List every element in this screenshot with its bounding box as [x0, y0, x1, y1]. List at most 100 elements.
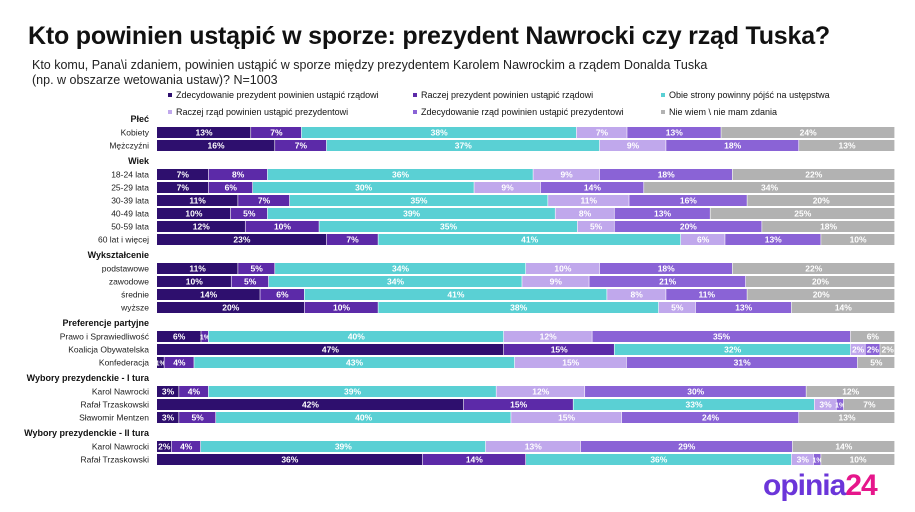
data-label-4: 9% — [560, 170, 573, 180]
bar-segment-4 — [522, 276, 589, 287]
bar-segment-2 — [230, 208, 268, 219]
bar-row-2-3: wyższe 20% 10% 38% 5% 13% 14% — [120, 302, 895, 313]
data-label-2: 6% — [276, 290, 289, 300]
data-label-5: 18% — [658, 264, 675, 274]
bar-segment-2 — [463, 399, 573, 410]
data-label-4: 12% — [532, 387, 549, 397]
data-label-5: 24% — [702, 413, 719, 423]
bar-segment-6 — [799, 412, 895, 423]
data-label-3: 41% — [521, 235, 538, 245]
bar-row-0-0: Kobiety 13% 7% 38% 7% 13% 24% — [121, 127, 895, 138]
row-label: 40-49 lata — [111, 209, 149, 219]
data-label-6: 34% — [761, 183, 778, 193]
data-label-6: 7% — [863, 400, 876, 410]
bar-segment-2 — [326, 234, 378, 245]
bar-segment-3 — [319, 221, 578, 232]
legend-item-6: Nie wiem \ nie mam zdania — [661, 107, 777, 117]
data-label-2: 4% — [173, 358, 186, 368]
row-label: Prawo i Sprawiedliwość — [60, 332, 150, 342]
data-label-4: 13% — [525, 442, 542, 452]
data-label-3: 39% — [344, 387, 361, 397]
bar-row-5-0: Karol Nawrocki 2% 4% 39% 13% 29% 14% — [92, 441, 895, 452]
data-label-3: 40% — [348, 332, 365, 342]
data-label-2: 4% — [188, 387, 201, 397]
data-label-2: 14% — [466, 455, 483, 465]
row-label: Rafał Trzaskowski — [81, 455, 150, 465]
row-label: 18-24 lata — [111, 170, 149, 180]
bar-segment-2 — [179, 412, 216, 423]
data-label-6: 10% — [850, 455, 867, 465]
data-label-5: 20% — [680, 222, 697, 232]
data-label-5: 13% — [765, 235, 782, 245]
bar-segment-3 — [326, 140, 600, 151]
bar-segment-1 — [157, 182, 209, 193]
bar-segment-2 — [171, 441, 201, 452]
bar-segment-4 — [514, 357, 627, 368]
data-label-6: 6% — [867, 332, 880, 342]
bar-segment-4 — [555, 208, 614, 219]
bar-segment-4 — [496, 386, 585, 397]
data-label-3: 39% — [403, 209, 420, 219]
data-label-6: 18% — [820, 222, 837, 232]
row-label: Koalicja Obywatelska — [68, 345, 149, 355]
bar-segment-1 — [157, 412, 179, 423]
bar-segment-6 — [721, 127, 895, 138]
legend-label-3: Obie strony powinny pójść na ustępstwa — [669, 90, 830, 100]
data-label-6: 12% — [842, 387, 859, 397]
data-label-2: 10% — [274, 222, 291, 232]
bar-segment-4 — [680, 234, 725, 245]
bar-segment-4 — [607, 289, 666, 300]
bar-segment-1 — [157, 234, 327, 245]
bar-segment-4 — [576, 127, 627, 138]
row-label: 60 lat i więcej — [98, 235, 149, 245]
data-label-3: 38% — [431, 128, 448, 138]
data-label-3: 37% — [455, 141, 472, 151]
bar-segment-3 — [526, 454, 792, 465]
bar-segment-2 — [201, 331, 209, 342]
legend-swatch-1 — [168, 93, 172, 97]
data-label-1: 6% — [173, 332, 186, 342]
bar-segment-4 — [474, 182, 541, 193]
data-label-1: 23% — [233, 235, 250, 245]
bar-row-1-1: 25-29 lata 7% 6% 30% 9% 14% 34% — [111, 182, 895, 193]
data-label-2: 15% — [551, 345, 568, 355]
data-label-5: 35% — [713, 332, 730, 342]
bar-segment-3 — [208, 331, 504, 342]
data-label-1: 3% — [162, 387, 175, 397]
bar-segment-1 — [157, 386, 179, 397]
legend-swatch-2 — [413, 93, 417, 97]
data-label-4: 12% — [540, 332, 557, 342]
data-label-5: 2% — [867, 345, 880, 355]
bar-row-3-1: Koalicja Obywatelska 47% 15% 32% 2% 2% 2% — [68, 344, 895, 355]
bar-segment-6 — [791, 302, 895, 313]
bar-segment-4 — [658, 302, 696, 313]
data-label-1: 10% — [186, 277, 203, 287]
bar-segment-1 — [157, 195, 238, 206]
row-label: Karol Nawrocki — [92, 442, 149, 452]
data-label-3: 35% — [410, 196, 427, 206]
bar-segment-5 — [621, 412, 799, 423]
data-label-5: 14% — [584, 183, 601, 193]
bar-segment-5 — [627, 127, 721, 138]
row-label: średnie — [121, 290, 149, 300]
data-label-1: 20% — [222, 303, 239, 313]
bar-segment-6 — [762, 221, 895, 232]
row-label: 30-39 lata — [111, 196, 149, 206]
data-label-1: 36% — [281, 455, 298, 465]
bar-segment-6 — [843, 399, 895, 410]
data-label-1: 16% — [208, 141, 225, 151]
bar-segment-4 — [485, 441, 581, 452]
data-label-3: 34% — [392, 264, 409, 274]
data-label-4: 9% — [627, 141, 640, 151]
data-label-1: 42% — [302, 400, 319, 410]
bar-segment-6 — [821, 454, 895, 465]
bar-row-1-0: 18-24 lata 7% 8% 36% 9% 18% 22% — [111, 169, 895, 180]
data-label-5: 11% — [699, 290, 716, 300]
row-label: Mężczyźni — [109, 141, 149, 151]
bar-segment-4 — [548, 195, 629, 206]
bar-row-1-5: 60 lat i więcej 23% 7% 41% 6% 13% 10% — [98, 234, 895, 245]
bar-segment-1 — [157, 399, 464, 410]
data-label-1: 13% — [196, 128, 213, 138]
data-label-3: 30% — [355, 183, 372, 193]
data-label-5: 21% — [659, 277, 676, 287]
